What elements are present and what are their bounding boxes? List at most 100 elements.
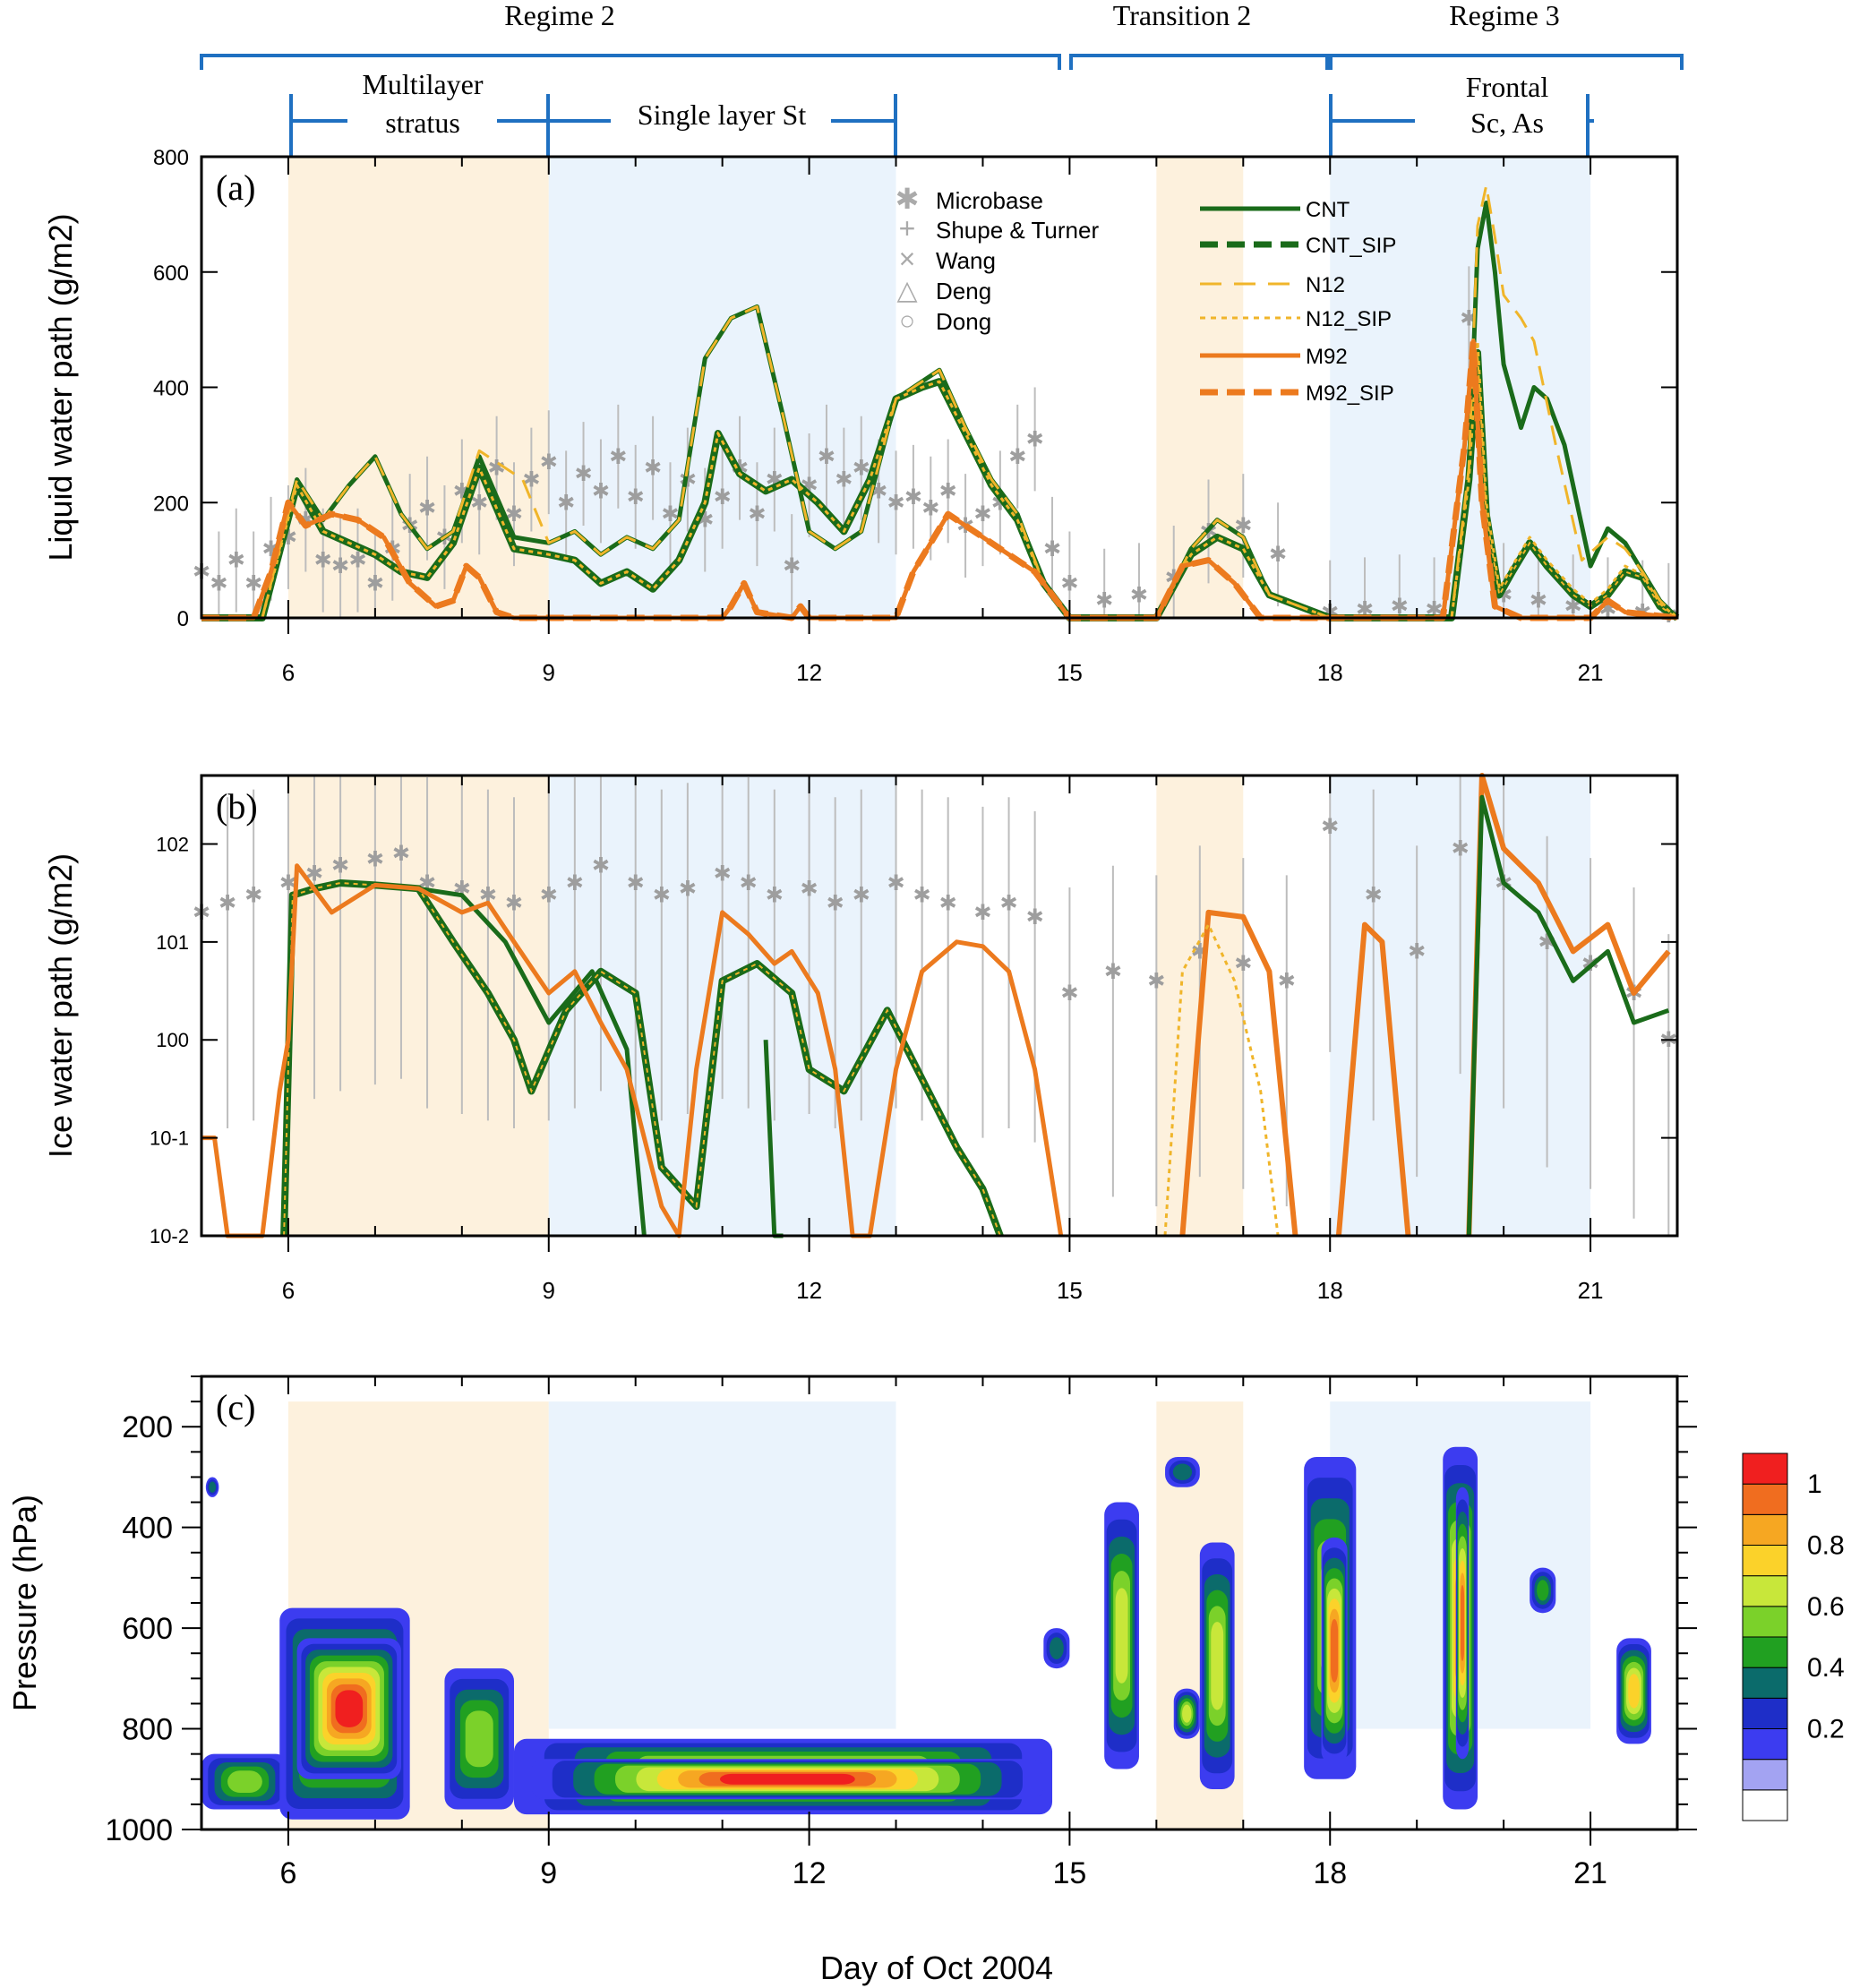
obs-marker: ✱: [627, 871, 645, 895]
x-tick-label: 18: [1317, 659, 1343, 686]
contour-region: [1115, 1588, 1128, 1684]
obs-marker: ✱: [921, 497, 939, 521]
x-tick-label: 12: [796, 1277, 822, 1304]
obs-marker: ✱: [835, 468, 853, 493]
obs-marker: ✱: [1043, 537, 1061, 561]
legend-m92: M92: [1306, 345, 1348, 369]
obs-marker: ✱: [818, 445, 836, 469]
regime-label-2: Transition 2: [1113, 0, 1251, 31]
obs-marker: ✱: [279, 871, 297, 895]
x-tick-label: 12: [796, 659, 822, 686]
x-tick-label: 18: [1317, 1277, 1343, 1304]
obs-marker: ✱: [887, 491, 904, 515]
series-m92-c: [1335, 921, 1411, 1237]
obs-marker: ✱: [540, 450, 558, 475]
legend-obs-1: Microbase: [936, 187, 1043, 214]
model-legend: CNT CNT_SIP N12 N12_SIP M92 M92_SIP: [1200, 198, 1396, 406]
contour-region: [1628, 1674, 1640, 1709]
series-cnt-d: [1466, 794, 1670, 1237]
obs-marker: ✱: [592, 479, 610, 503]
obs-marker: ✱: [244, 884, 262, 908]
x-tick-label: 9: [543, 1277, 555, 1304]
colorbar-swatch: [1742, 1789, 1788, 1821]
colorbar-label: 0.2: [1807, 1715, 1845, 1744]
obs-marker: ✱: [609, 445, 627, 469]
legend-obs-3: Wang: [936, 247, 996, 274]
regime-shading: [287, 157, 549, 618]
obs-marker: ✱: [227, 549, 245, 573]
legend-obs-2: Shupe & Turner: [936, 217, 1099, 244]
colorbar-label: 0.6: [1807, 1592, 1845, 1622]
x-axis-title: Day of Oct 2004: [820, 1949, 1053, 1986]
y-tick-label: 0: [177, 607, 189, 631]
obs-marker: ✱: [540, 884, 558, 908]
contour-region: [1182, 1704, 1192, 1723]
obs-marker: ✱: [748, 502, 766, 527]
obs-marker: ✱: [366, 847, 384, 871]
contour-region: [1537, 1580, 1549, 1601]
obs-marker: ✱: [566, 871, 584, 895]
colorbar-label: 1: [1807, 1470, 1822, 1499]
colorbar-swatch: [1742, 1513, 1788, 1547]
colorbar-swatch: [1742, 1667, 1788, 1699]
obs-marker: ✱: [1026, 905, 1044, 930]
legend-cnt-sip: CNT_SIP: [1306, 234, 1396, 258]
contour-region: [227, 1770, 262, 1793]
x-tick-label: 9: [543, 659, 555, 686]
obs-marker: ✱: [1269, 543, 1287, 567]
obs-marker: ✱: [1008, 445, 1026, 469]
obs-marker: ✱: [1278, 969, 1296, 993]
obs-marker: ✱: [479, 884, 497, 908]
contour-region: [335, 1690, 364, 1727]
obs-marker: ✱: [853, 457, 870, 481]
colorbar-swatch: [1742, 1483, 1788, 1515]
colorbar-swatch: [1742, 1452, 1788, 1485]
series-n12-sip: [201, 339, 1678, 620]
regime-shading: [548, 1401, 896, 1729]
y-tick-label: 1000: [105, 1813, 173, 1847]
obs-marker: ✱: [470, 491, 488, 515]
obs-marker: ✱: [783, 554, 801, 578]
x-tick-label: 21: [1573, 1856, 1607, 1890]
obs-marker: ✱: [219, 891, 236, 915]
sub-label-1a: Multilayer: [362, 68, 483, 100]
legend-obs-4: Deng: [936, 278, 991, 304]
colorbar-swatch: [1742, 1728, 1788, 1761]
legend-m92-sip: M92_SIP: [1306, 381, 1394, 406]
obs-marker: ✱: [505, 891, 523, 915]
x-tick-label: 18: [1313, 1856, 1347, 1890]
y-tick-label: 100: [156, 1029, 189, 1051]
obs-marker: ✱: [1321, 815, 1339, 839]
obs-marker: ✱: [1130, 583, 1148, 607]
series-n12: [201, 184, 1679, 620]
y-tick-label: 10-2: [150, 1225, 189, 1247]
obs-marker: ✱: [827, 891, 844, 915]
obs-marker: ✱: [973, 901, 991, 925]
series-m92: [201, 863, 1064, 1238]
obs-marker: ✱: [801, 877, 818, 901]
regime-label-3: Regime 3: [1449, 0, 1560, 31]
obs-marker: ✱: [1026, 427, 1044, 451]
colorbar-swatch: [1742, 1697, 1788, 1730]
y-axis-title: Liquid water path (g/m2): [42, 213, 79, 561]
obs-legend: ✱ Microbase + Shupe & Turner × Wang △ De…: [896, 183, 1100, 336]
y-tick-label: 600: [122, 1612, 173, 1646]
colorbar: 0.2 0.4 0.6 0.8 1: [1742, 1452, 1845, 1821]
obs-marker: ✱: [557, 491, 575, 515]
contour-region: [1461, 1584, 1465, 1661]
x-tick-label: 6: [279, 1856, 296, 1890]
panel-b: ✱ ✱ ✱✱ ✱ ✱ ✱ ✱✱ ✱ ✱ ✱ ✱✱✱✱✱ ✱✱ ✱✱ ✱✱ ✱✱✱ ✱ ✱ ✱✱✱✱ ✱✱✱✱✱✱✱✱…: [42, 773, 1679, 1304]
sub-label-1b: stratus: [385, 107, 460, 139]
obs-marker: ✱: [1095, 589, 1113, 613]
deng-marker: △: [896, 276, 917, 305]
obs-marker: ✱: [574, 462, 592, 486]
colorbar-label: 0.4: [1807, 1653, 1845, 1683]
obs-marker: ✱: [244, 571, 262, 596]
contour-region: [209, 1481, 217, 1493]
legend-cnt: CNT: [1306, 198, 1350, 222]
obs-marker: ✱: [1530, 589, 1547, 613]
contour-region: [465, 1710, 493, 1768]
panel-a: ✱ ✱✱✱✱ ✱✱✱ ✱ ✱✱✱✱✱✱✱ ✱✱✱✱✱✱✱✱✱✱✱✱✱✱✱✱✱✱✱✱✱✱ ✱✱…: [42, 146, 1680, 686]
obs-marker: ✱: [314, 549, 332, 573]
